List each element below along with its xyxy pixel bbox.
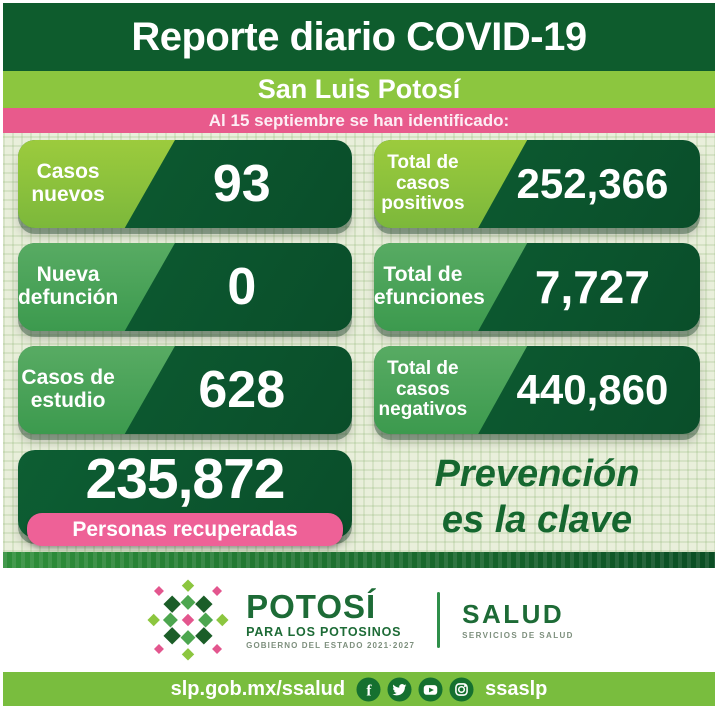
- prevention-line1: Prevención: [434, 453, 640, 496]
- svg-text:f: f: [367, 682, 373, 699]
- prevention-message: Prevención es la clave: [374, 452, 700, 544]
- prevention-line2: es la clave: [441, 499, 633, 541]
- card-total-defunciones: Total de defunciones 7,727: [374, 243, 700, 331]
- card-label: Casos de estudio: [21, 366, 115, 412]
- social-handle: ssaslp: [485, 677, 548, 700]
- card-label: Total de casos negativos: [378, 358, 468, 421]
- card-value: 7,727: [534, 261, 650, 313]
- potosi-wordmark: POTOSÍ PARA LOS POTOSINOS GOBIERNO DEL E…: [246, 590, 415, 651]
- date-banner: Al 15 septiembre se han identificado:: [3, 108, 715, 133]
- card-total-casos-negativos: Total de casos negativos 440,860: [374, 346, 700, 434]
- youtube-icon: [418, 676, 443, 702]
- card-value: 440,860: [516, 366, 669, 413]
- card-value: 0: [227, 258, 257, 316]
- card-value: 93: [212, 155, 271, 213]
- org-name: SALUD: [462, 598, 565, 629]
- card-value: 628: [198, 361, 286, 419]
- card-label: Nueva defunción: [18, 263, 119, 309]
- page-title: Reporte diario COVID-19: [131, 14, 587, 59]
- card-label-panel: Total de casos negativos: [374, 346, 528, 434]
- region-name: San Luis Potosí: [257, 74, 461, 104]
- date-banner-text: Al 15 septiembre se han identificado:: [208, 110, 510, 130]
- card-casos-nuevos: Casos nuevos 93: [18, 140, 352, 228]
- card-nueva-defuncion: Nueva defunción 0: [18, 243, 352, 331]
- logo-divider: [437, 592, 441, 648]
- card-label-panel: Total de casos positivos: [374, 140, 528, 228]
- potosi-emblem-icon: [147, 579, 229, 661]
- card-label: Total de casos positivos: [381, 152, 465, 215]
- card-label: Total de defunciones: [374, 263, 485, 309]
- facebook-icon: f: [356, 676, 381, 702]
- card-casos-de-estudio: Casos de estudio 628: [18, 346, 352, 434]
- card-value: 252,366: [516, 160, 669, 207]
- recovered-label-pill: Personas recuperadas: [27, 513, 343, 546]
- bottom-bar: slp.gob.mx/ssalud f: [3, 672, 715, 706]
- card-personas-recuperadas: 235,872 Personas recuperadas: [18, 447, 352, 546]
- social-icons: f: [356, 676, 474, 702]
- brand-tagline: PARA LOS POTOSINOS: [246, 624, 402, 639]
- website-url: slp.gob.mx/ssalud: [170, 677, 346, 700]
- card-total-casos-positivos: Total de casos positivos 252,366: [374, 140, 700, 228]
- recovered-value: 235,872: [85, 447, 285, 511]
- card-label: Casos nuevos: [31, 160, 105, 206]
- salud-wordmark: SALUD SERVICIOS DE SALUD: [462, 601, 574, 640]
- footer-logos: POTOSÍ PARA LOS POTOSINOS GOBIERNO DEL E…: [3, 568, 715, 672]
- twitter-icon: [387, 676, 412, 702]
- brand-name: POTOSÍ: [246, 587, 377, 625]
- org-tagline: SERVICIOS DE SALUD: [462, 630, 574, 640]
- instagram-icon: [449, 676, 474, 702]
- brand-government-line: GOBIERNO DEL ESTADO 2021·2027: [246, 641, 416, 651]
- decorative-band: [3, 552, 715, 568]
- header-band: Reporte diario COVID-19: [3, 3, 715, 71]
- region-band: San Luis Potosí: [3, 71, 715, 108]
